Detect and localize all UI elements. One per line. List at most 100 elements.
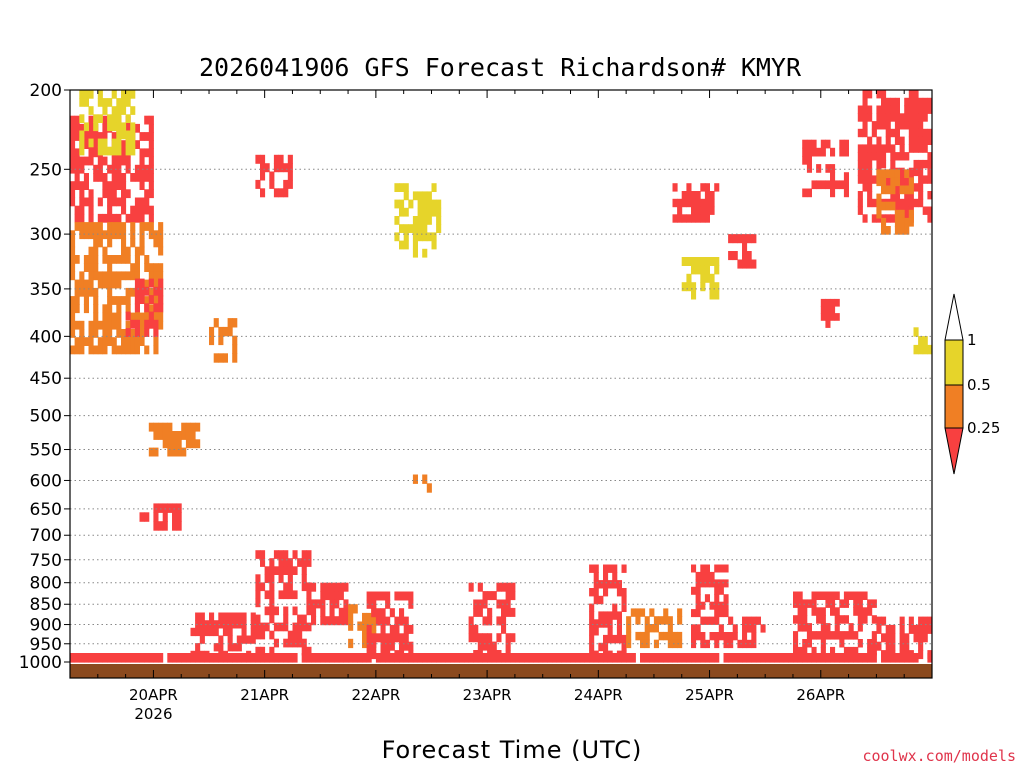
ri-cell bbox=[881, 185, 887, 195]
ri-cell bbox=[894, 128, 900, 138]
y-tick-label: 900 bbox=[30, 616, 62, 636]
ri-cell bbox=[871, 198, 877, 208]
ri-cell bbox=[704, 183, 710, 192]
ri-cell bbox=[612, 634, 618, 644]
ri-cell bbox=[403, 653, 409, 663]
ri-cell bbox=[380, 653, 386, 663]
ri-cell bbox=[102, 337, 108, 346]
ri-cell bbox=[227, 653, 233, 663]
ri-cell bbox=[116, 329, 122, 338]
ri-cell bbox=[797, 591, 803, 600]
ri-cell bbox=[227, 326, 233, 337]
ri-cell bbox=[417, 232, 423, 242]
ri-cell bbox=[306, 582, 312, 592]
ri-cell bbox=[74, 337, 80, 346]
ri-cell bbox=[139, 181, 145, 190]
ri-cell bbox=[913, 97, 919, 107]
ri-cell bbox=[876, 209, 882, 219]
ri-cell bbox=[431, 199, 437, 209]
ri-cell bbox=[111, 197, 117, 207]
y-tick-label: 950 bbox=[30, 635, 62, 655]
ri-cell bbox=[857, 105, 863, 114]
ri-cell bbox=[144, 132, 150, 141]
ri-cell bbox=[667, 616, 673, 625]
ri-cell bbox=[723, 653, 729, 663]
ri-cell bbox=[144, 303, 150, 313]
ri-cell bbox=[704, 214, 710, 223]
ri-cell bbox=[232, 653, 238, 663]
ri-cell bbox=[121, 181, 127, 190]
ri-cell bbox=[714, 601, 720, 610]
ri-cell bbox=[116, 164, 122, 174]
ri-cell bbox=[116, 181, 122, 190]
ri-cell bbox=[158, 271, 164, 281]
ri-cell bbox=[834, 623, 840, 632]
ri-cell bbox=[918, 616, 924, 626]
ri-cell bbox=[380, 616, 386, 626]
ri-cell bbox=[913, 198, 919, 208]
ri-cell bbox=[598, 619, 604, 628]
ri-cell bbox=[107, 164, 113, 174]
ri-cell bbox=[278, 566, 284, 575]
ri-cell bbox=[871, 653, 877, 663]
ri-cell bbox=[139, 512, 145, 522]
ri-cell bbox=[811, 180, 817, 190]
ri-cell bbox=[241, 620, 247, 629]
ri-cell bbox=[102, 345, 108, 355]
ri-cell bbox=[134, 255, 140, 264]
ri-cell bbox=[742, 653, 748, 663]
ri-cell bbox=[913, 90, 919, 99]
ri-cell bbox=[904, 206, 910, 215]
ri-cell bbox=[144, 263, 150, 272]
ri-cell bbox=[311, 607, 317, 617]
ri-cell bbox=[862, 591, 868, 600]
ri-cell bbox=[894, 113, 900, 122]
ri-cell bbox=[695, 632, 701, 641]
ri-cell bbox=[403, 232, 409, 242]
ri-cell bbox=[871, 121, 877, 130]
ri-cell bbox=[255, 653, 261, 663]
ri-cell bbox=[301, 614, 307, 624]
ri-cell bbox=[93, 140, 99, 149]
ri-cell bbox=[890, 159, 896, 169]
ri-cell bbox=[881, 144, 887, 153]
ri-cell bbox=[501, 616, 507, 626]
ri-cell bbox=[394, 216, 400, 225]
ri-cell bbox=[927, 214, 932, 223]
ri-cell bbox=[538, 653, 544, 663]
ri-cell bbox=[709, 282, 715, 292]
ri-cell bbox=[616, 588, 622, 597]
ri-cell bbox=[834, 180, 840, 190]
ri-cell bbox=[751, 653, 757, 663]
ri-cell bbox=[667, 639, 673, 649]
ri-cell bbox=[422, 199, 428, 209]
ri-cell bbox=[927, 616, 932, 626]
ri-cell bbox=[250, 635, 256, 644]
ri-cell bbox=[857, 615, 863, 624]
ri-cell bbox=[88, 337, 94, 346]
ri-cell bbox=[162, 512, 168, 522]
ri-cell bbox=[714, 653, 720, 663]
ri-cell bbox=[732, 234, 738, 244]
ri-cell bbox=[338, 607, 344, 617]
ri-cell bbox=[139, 295, 145, 304]
ri-cell bbox=[255, 550, 261, 559]
ri-cell bbox=[468, 633, 474, 643]
ri-cell bbox=[426, 199, 432, 209]
ri-cell bbox=[862, 653, 868, 663]
ri-cell bbox=[704, 191, 710, 200]
ri-cell bbox=[241, 627, 247, 637]
ri-cell bbox=[195, 627, 201, 637]
ri-cell bbox=[445, 653, 451, 663]
ri-cell bbox=[88, 123, 94, 133]
ri-cell bbox=[691, 191, 697, 200]
ri-cell bbox=[130, 230, 136, 240]
ri-region bbox=[681, 257, 720, 300]
ri-cell bbox=[97, 238, 103, 248]
ri-cell bbox=[918, 105, 924, 114]
ri-cell bbox=[79, 653, 85, 663]
ri-cell bbox=[148, 115, 154, 125]
ri-cell bbox=[121, 130, 127, 140]
ri-cell bbox=[97, 138, 103, 148]
ri-cell bbox=[148, 295, 154, 304]
